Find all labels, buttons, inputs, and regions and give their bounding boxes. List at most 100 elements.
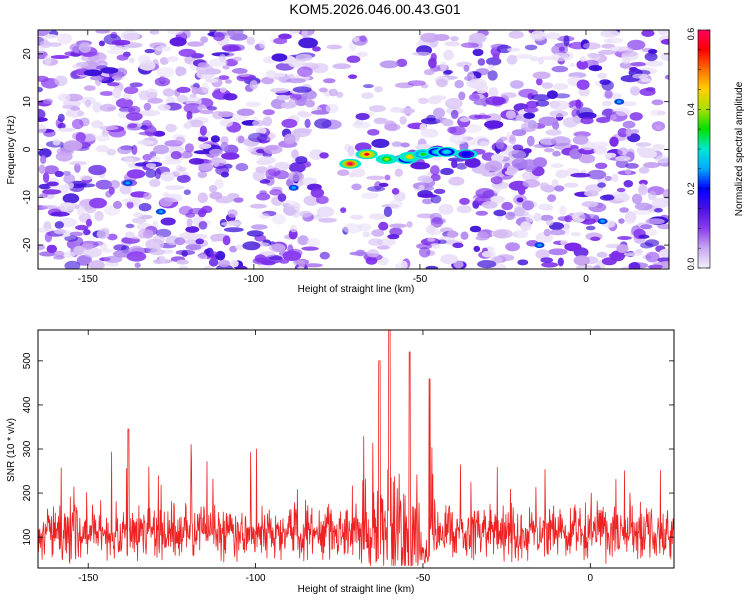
spectrogram-cell xyxy=(359,35,367,43)
spectrogram-cell xyxy=(304,118,311,128)
spectrogram-cell xyxy=(584,190,599,197)
spectrogram-cell xyxy=(235,135,245,144)
spectrogram-cell xyxy=(518,187,526,195)
spectrogram-cell xyxy=(601,80,614,91)
spectrogram-y-tick-label: 10 xyxy=(22,96,33,108)
spectrogram-cell xyxy=(587,169,607,180)
spectrogram-cell xyxy=(551,136,571,147)
spectrogram-cell xyxy=(157,104,171,111)
spectrogram-cell xyxy=(162,88,175,97)
colorbar-tick-label: 0.4 xyxy=(686,103,696,116)
spectrogram-cell xyxy=(131,144,138,155)
spectrogram-cell xyxy=(596,117,611,123)
spectrogram-cell xyxy=(149,179,161,187)
spectrogram-cell xyxy=(47,42,62,47)
spectrogram-cell xyxy=(160,217,176,226)
spectrogram-cell xyxy=(367,186,386,192)
snr-y-tick-label: 100 xyxy=(22,528,33,545)
spectrogram-cell xyxy=(319,251,330,260)
spectrogram-cell xyxy=(468,78,487,89)
spectrogram-cell xyxy=(578,87,590,97)
spectrogram-cell xyxy=(165,123,177,133)
spectrogram-cell xyxy=(98,40,105,47)
spectrogram-cell xyxy=(652,143,665,151)
spectrogram-cell xyxy=(246,36,256,46)
spectrogram-cell xyxy=(477,260,497,269)
spectrogram-y-tick-label: -10 xyxy=(22,190,33,205)
spectrogram-cell xyxy=(111,39,131,46)
spectrogram-cell xyxy=(632,209,652,215)
spectrogram-y-tick-label: -20 xyxy=(22,237,33,252)
spectrogram-cell xyxy=(601,257,617,266)
spectrogram-cell xyxy=(522,200,534,211)
spectrogram-cell xyxy=(507,47,521,52)
spectrogram-cell xyxy=(170,151,182,160)
spectrogram-cell xyxy=(42,189,62,195)
spectrogram-cell xyxy=(427,237,436,242)
spectrogram-cell xyxy=(162,192,170,196)
spectrogram-cell xyxy=(41,205,58,210)
spectrogram-cell xyxy=(645,218,665,225)
spectrogram-cell xyxy=(639,88,656,96)
spectrogram-cell xyxy=(112,87,122,99)
spectrogram-cell xyxy=(617,127,629,138)
spectrogram-cell xyxy=(177,166,187,172)
snr-series-line xyxy=(38,330,674,567)
spectrogram-cell xyxy=(535,99,550,107)
spectrogram-cell xyxy=(204,68,222,75)
spectrogram-cell xyxy=(57,127,76,132)
spectrogram-cell xyxy=(559,205,567,216)
spectrogram-cell xyxy=(262,109,275,116)
spectrogram-cell xyxy=(440,61,447,72)
spectrogram-cell xyxy=(269,243,286,253)
spectrogram-cell xyxy=(268,256,283,261)
spectrogram-cell xyxy=(88,260,105,269)
spectrogram-cell xyxy=(421,177,434,184)
spectrogram-cell xyxy=(523,171,531,182)
spectrogram-cell xyxy=(615,156,631,162)
spectrogram-cell xyxy=(179,231,198,240)
spectrogram-cell xyxy=(219,118,233,128)
spectrogram-cell xyxy=(226,30,244,37)
spectrogram-cell xyxy=(153,144,170,155)
spectrogram-cell xyxy=(564,182,579,188)
spectrogram-cell xyxy=(235,163,249,172)
spectrogram-cell xyxy=(436,78,448,88)
spectrogram-cell xyxy=(505,211,516,220)
spectrogram-cell xyxy=(126,158,137,167)
spectrogram-cell xyxy=(348,173,356,178)
spectrogram-cell xyxy=(143,192,152,200)
spectrogram-cell xyxy=(535,249,550,260)
spectrogram-cell xyxy=(233,197,244,203)
spectrogram-cell xyxy=(510,80,524,89)
spectrogram-cell xyxy=(552,83,569,90)
spectrogram-cell xyxy=(513,54,533,59)
spectrogram-cell xyxy=(389,199,403,210)
colorbar-tick-label: 0.6 xyxy=(686,28,696,41)
spectrogram-cell xyxy=(282,250,302,261)
spectrogram-cell xyxy=(305,99,315,108)
spectrogram-cell xyxy=(259,179,271,184)
spectrogram-cell xyxy=(142,229,154,239)
spectrogram-cell xyxy=(128,105,141,115)
spectrogram-cell xyxy=(443,49,454,61)
spectrogram-cell xyxy=(58,93,71,102)
spectrogram-cell xyxy=(271,214,287,225)
spectrogram-cell xyxy=(219,87,227,93)
spectrogram-cell xyxy=(176,94,188,103)
spectrogram-cell xyxy=(159,197,173,207)
spectrogram-cell xyxy=(133,212,144,218)
spectrogram-cell xyxy=(590,236,601,241)
spectrogram-cell xyxy=(355,249,366,257)
spectrogram-cell xyxy=(74,162,81,173)
spectrogram-cell xyxy=(352,37,360,42)
spectrogram-cell xyxy=(475,210,488,216)
spectrogram-cell xyxy=(420,32,440,43)
spectrogram-cell xyxy=(622,120,636,129)
spectrogram-cell xyxy=(426,225,436,235)
spectrogram-cell xyxy=(505,110,516,119)
spectrogram-cell xyxy=(479,141,489,147)
spectrogram-cell xyxy=(563,35,570,47)
spectrogram-cell xyxy=(95,30,110,34)
spectrogram-cell xyxy=(145,168,157,178)
